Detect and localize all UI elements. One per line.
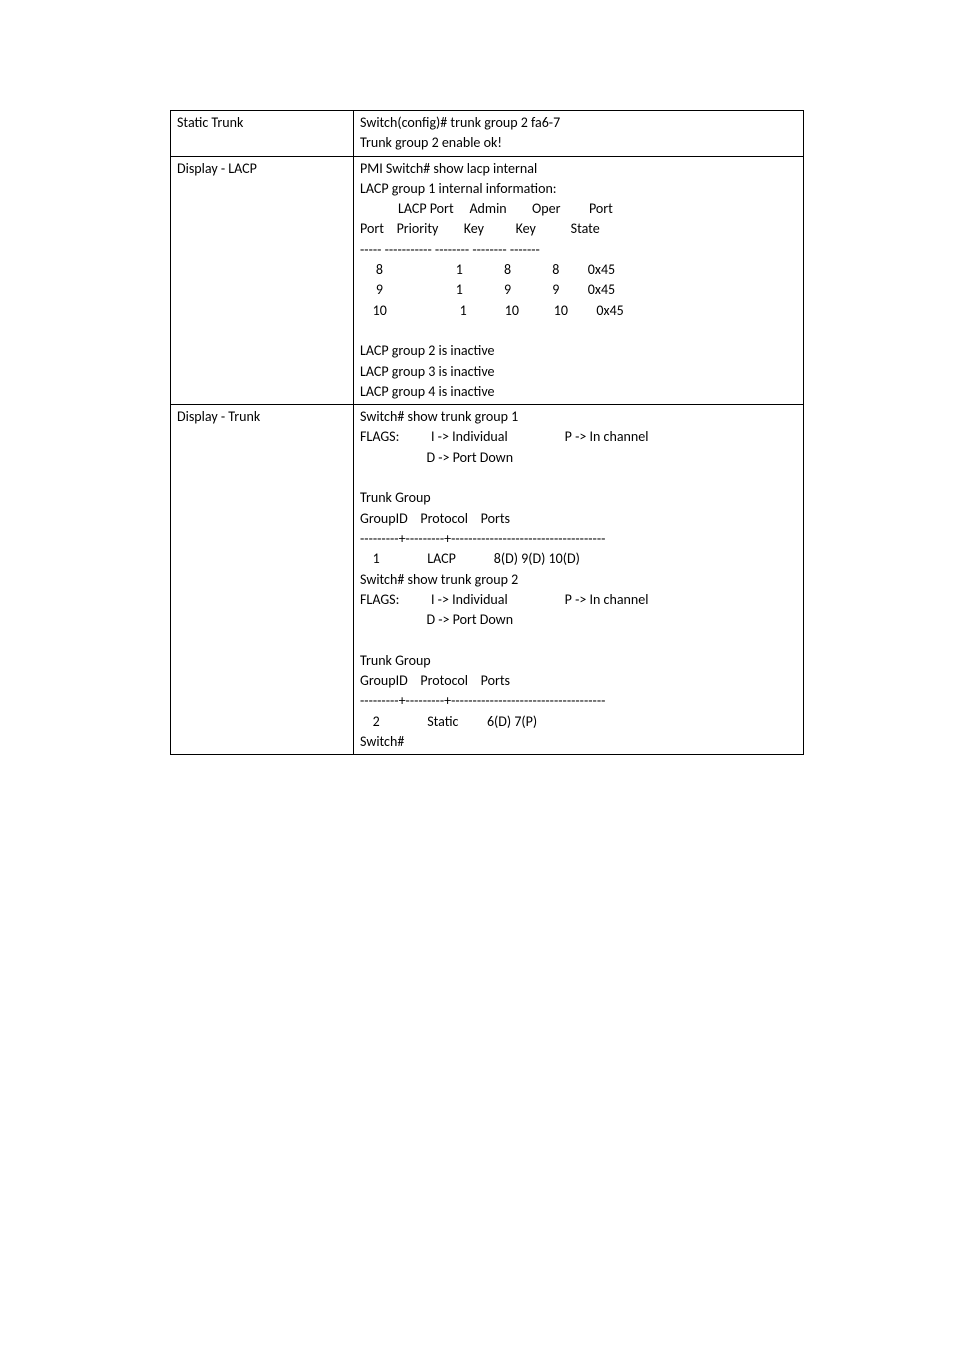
row-content-cell: PMI Switch# show lacp internal LACP grou… — [354, 156, 804, 405]
row-label: Static Trunk — [171, 111, 354, 157]
row-label: Display - Trunk — [171, 405, 354, 755]
table-row: Display - LACP PMI Switch# show lacp int… — [171, 156, 804, 405]
row-content: Switch(config)# trunk group 2 fa6-7 Trun… — [360, 113, 797, 154]
cli-reference-table: Static Trunk Switch(config)# trunk group… — [170, 110, 804, 755]
table-row: Display - Trunk Switch# show trunk group… — [171, 405, 804, 755]
row-content: PMI Switch# show lacp internal LACP grou… — [360, 159, 797, 403]
row-label: Display - LACP — [171, 156, 354, 405]
table-row: Static Trunk Switch(config)# trunk group… — [171, 111, 804, 157]
row-content-cell: Switch# show trunk group 1 FLAGS: I -> I… — [354, 405, 804, 755]
row-content-cell: Switch(config)# trunk group 2 fa6-7 Trun… — [354, 111, 804, 157]
table-body: Static Trunk Switch(config)# trunk group… — [171, 111, 804, 755]
row-content: Switch# show trunk group 1 FLAGS: I -> I… — [360, 407, 797, 752]
